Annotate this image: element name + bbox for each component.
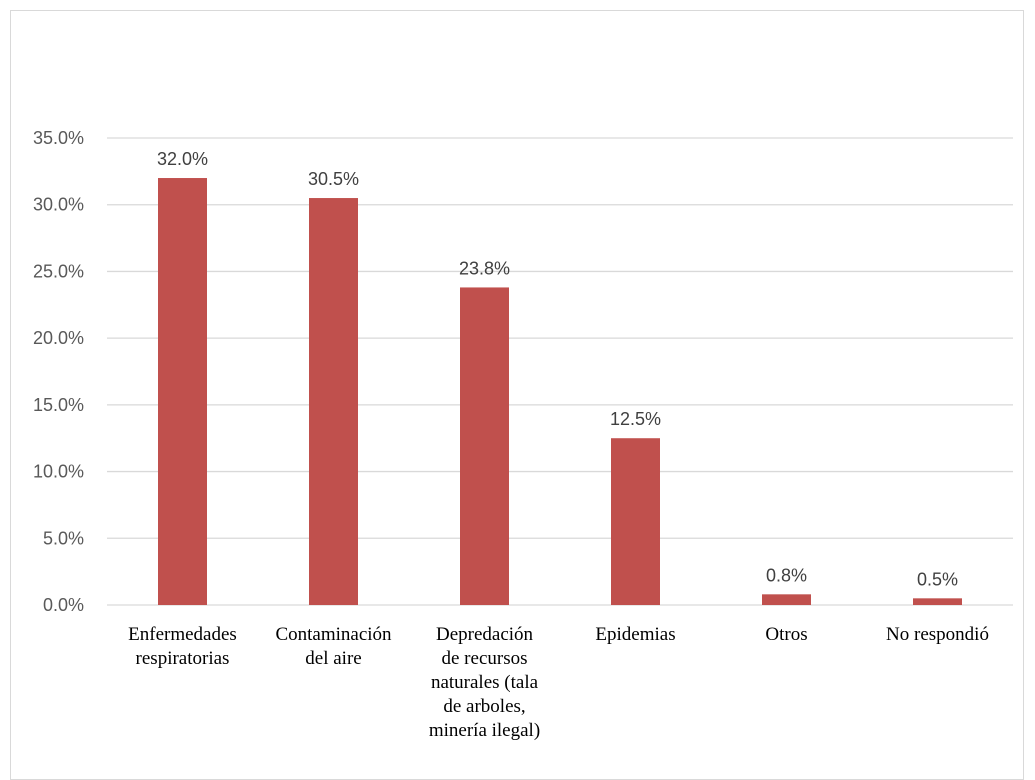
y-tick-label: 15.0% xyxy=(33,395,84,415)
bar xyxy=(913,598,962,605)
y-tick-label: 0.0% xyxy=(43,595,84,615)
category-label: Depredación xyxy=(436,624,534,645)
bar xyxy=(158,178,207,605)
bar xyxy=(460,287,509,605)
category-label: de arboles, xyxy=(443,696,525,717)
bar xyxy=(611,438,660,605)
bar xyxy=(762,594,811,605)
category-label: de recursos xyxy=(442,648,528,669)
data-label: 32.0% xyxy=(157,149,208,169)
category-label: Epidemias xyxy=(595,624,675,645)
y-tick-label: 35.0% xyxy=(33,128,84,148)
y-tick-label: 5.0% xyxy=(43,528,84,548)
category-label: minería ilegal) xyxy=(429,720,540,741)
data-label: 12.5% xyxy=(610,409,661,429)
y-tick-label: 20.0% xyxy=(33,328,84,348)
category-label: No respondió xyxy=(886,624,989,645)
y-tick-label: 25.0% xyxy=(33,261,84,281)
data-label: 23.8% xyxy=(459,258,510,278)
bar xyxy=(309,198,358,606)
category-label: Enfermedades xyxy=(128,624,237,645)
category-label: del aire xyxy=(305,648,361,669)
data-label: 30.5% xyxy=(308,169,359,189)
data-label: 0.5% xyxy=(917,569,958,589)
category-label: Contaminación xyxy=(275,624,392,645)
y-tick-label: 10.0% xyxy=(33,462,84,482)
y-tick-label: 30.0% xyxy=(33,195,84,215)
category-label: naturales (tala xyxy=(431,672,539,693)
category-label: respiratorias xyxy=(136,648,230,669)
category-label: Otros xyxy=(765,624,807,645)
data-label: 0.8% xyxy=(766,565,807,585)
